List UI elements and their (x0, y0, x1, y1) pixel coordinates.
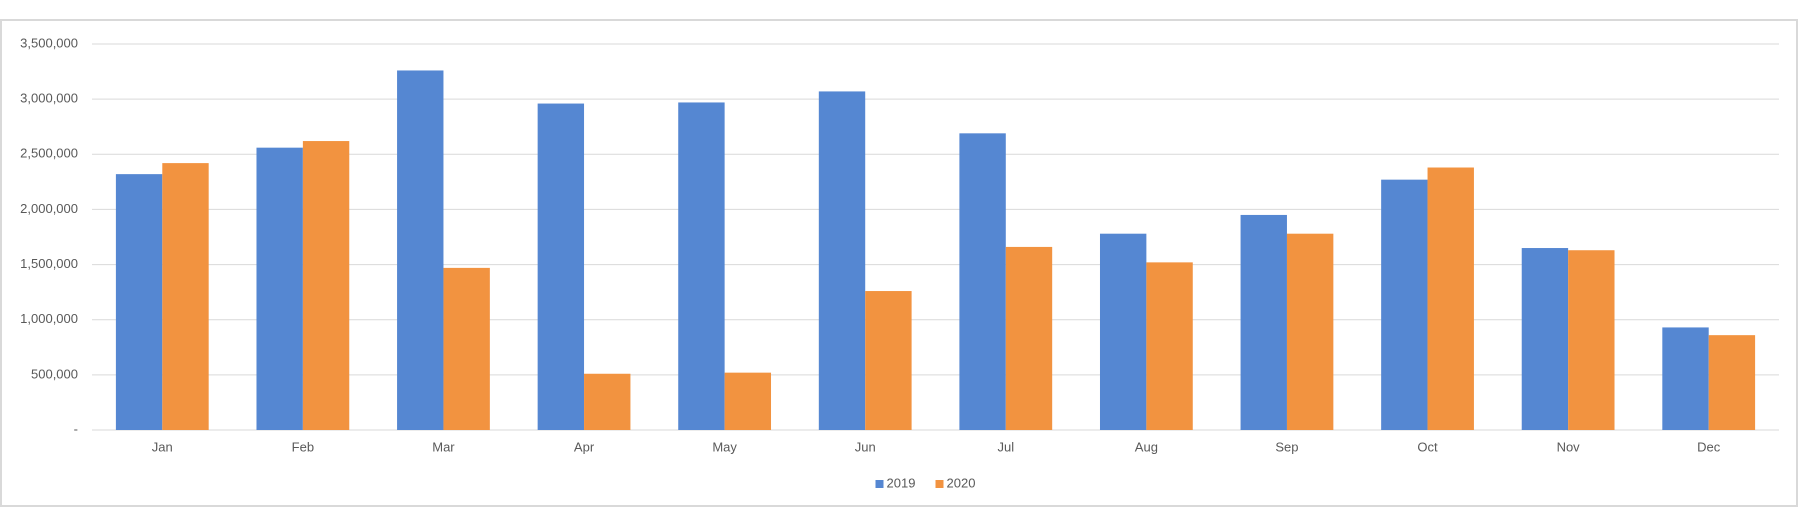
x-tick-label: Dec (1697, 439, 1721, 454)
bar (1146, 262, 1193, 430)
bar (1708, 335, 1756, 430)
x-tick-label: Jul (997, 439, 1014, 454)
bar (1099, 233, 1147, 430)
x-tick-label: May (712, 439, 737, 454)
y-tick-label: 500,000 (31, 366, 78, 381)
bar (724, 372, 772, 430)
y-tick-label: 1,500,000 (20, 256, 78, 271)
x-tick-label: Sep (1275, 439, 1298, 454)
x-tick-label: Mar (432, 439, 455, 454)
x-tick-label: Feb (292, 439, 314, 454)
bar (397, 70, 444, 431)
bar (1662, 327, 1709, 430)
bar (1240, 214, 1287, 430)
x-tick-label: Aug (1135, 439, 1158, 454)
bar (162, 163, 209, 430)
bar (1286, 233, 1334, 430)
bar (959, 133, 1006, 430)
bar (256, 147, 303, 430)
x-tick-label: Jan (152, 439, 173, 454)
x-tick-label: Jun (855, 439, 876, 454)
legend-swatch (935, 480, 944, 488)
x-tick-label: Nov (1557, 439, 1581, 454)
y-tick-label: 1,000,000 (20, 311, 78, 326)
x-tick-label: Oct (1417, 439, 1438, 454)
y-tick-label: 3,000,000 (20, 91, 78, 106)
bar (1381, 179, 1428, 430)
bar (678, 102, 725, 431)
bar (865, 291, 912, 430)
bar (1568, 250, 1615, 430)
bar (1427, 167, 1474, 430)
bar (818, 91, 866, 431)
x-tick-label: Apr (574, 439, 595, 454)
bar (1521, 248, 1569, 430)
bar (115, 174, 163, 430)
legend-label: 2020 (947, 475, 976, 490)
bar (443, 267, 490, 430)
bar (302, 141, 350, 430)
y-tick-label: 3,500,000 (20, 35, 78, 50)
legend-swatch (875, 480, 884, 488)
bar (537, 103, 585, 430)
bar (584, 373, 631, 430)
legend-label: 2019 (887, 475, 916, 490)
bar (1005, 246, 1053, 430)
y-tick-label: 2,500,000 (20, 146, 78, 161)
y-tick-label: 2,000,000 (20, 201, 78, 216)
y-tick-label: - (74, 421, 78, 436)
